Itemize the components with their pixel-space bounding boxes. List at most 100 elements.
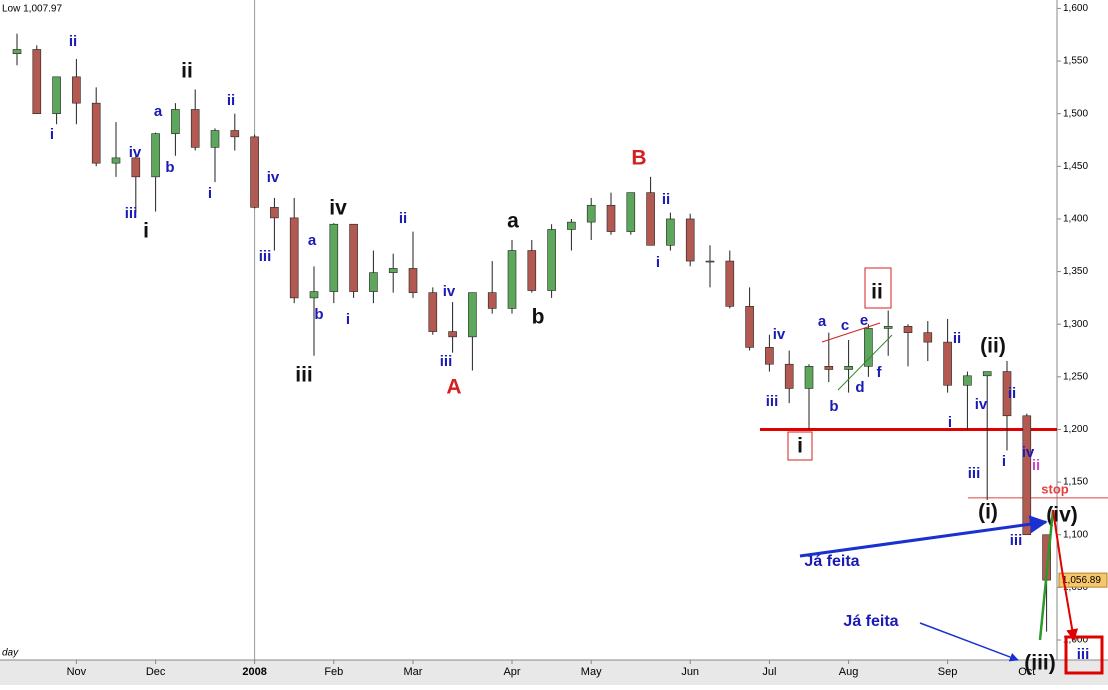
- candle-body: [468, 292, 477, 338]
- y-tick-label: 1,100: [1063, 529, 1088, 540]
- wave-label: b: [165, 159, 174, 176]
- wave-label: a: [154, 103, 163, 120]
- candle-body: [923, 332, 933, 343]
- wave-label: i: [656, 254, 660, 271]
- wave-label: i: [797, 435, 803, 458]
- wave-label: iii: [125, 205, 138, 222]
- candle-body: [606, 204, 616, 232]
- candle-body: [72, 76, 81, 104]
- wave-label: e: [860, 312, 868, 329]
- wave-label: iii: [440, 353, 453, 370]
- wave-label: i: [346, 311, 350, 328]
- wave-label: Já feita: [843, 613, 898, 630]
- wave-label: iii: [295, 364, 313, 387]
- candle-body: [388, 268, 398, 273]
- wave-label: ii: [953, 330, 961, 347]
- candle-body: [963, 375, 972, 386]
- x-tick-label: Jun: [681, 666, 699, 678]
- candle-body: [32, 49, 42, 114]
- candle-body: [408, 268, 418, 293]
- wave-label: iii: [968, 465, 981, 482]
- candle-body: [567, 221, 576, 230]
- wave-label: i: [143, 220, 149, 243]
- candle-body: [547, 229, 556, 291]
- x-tick-label: Sep: [938, 666, 958, 678]
- candle-body: [12, 49, 22, 54]
- candle-body: [507, 250, 517, 309]
- wave-label: Já feita: [804, 553, 859, 570]
- candle-body: [745, 306, 754, 348]
- candle-body: [626, 192, 636, 232]
- wave-label: ii: [1032, 457, 1040, 474]
- wave-label: ii: [399, 210, 407, 227]
- trendline: [821, 322, 881, 343]
- y-tick-label: 1,500: [1063, 108, 1088, 119]
- wave-label: ii: [181, 60, 193, 83]
- wave-label: iv: [773, 326, 786, 343]
- candle-body: [666, 218, 675, 246]
- candle-body: [91, 102, 101, 164]
- period-label: day: [2, 648, 19, 659]
- y-tick-label: 1,600: [1063, 3, 1088, 14]
- candle-body: [171, 109, 180, 134]
- price-tag: [1058, 572, 1108, 588]
- x-tick-label: 2008: [242, 666, 266, 678]
- candle-body: [52, 76, 61, 114]
- wave-label: iv: [129, 144, 142, 161]
- wave-label: i: [208, 185, 212, 202]
- x-tick-label: Dec: [146, 666, 166, 678]
- candle-body: [329, 223, 339, 292]
- candle-body: [428, 292, 438, 332]
- candle-body: [448, 331, 457, 338]
- wave-label: b: [314, 306, 323, 323]
- candle-body: [111, 157, 121, 164]
- level-label: stop: [1041, 481, 1069, 496]
- wave-label: a: [308, 232, 317, 249]
- wave-label: iv: [329, 197, 347, 220]
- arrow: [799, 515, 1048, 558]
- candle-body: [824, 366, 834, 370]
- box: [1064, 635, 1104, 675]
- candle-body: [586, 204, 596, 223]
- x-axis-band: [0, 660, 1108, 685]
- wave-label: (i): [978, 501, 998, 524]
- price-tag-label: 1,056.89: [1062, 575, 1101, 586]
- wave-label: b: [829, 398, 838, 415]
- wave-label: ii: [1008, 385, 1016, 402]
- wave-label: ii: [227, 92, 235, 109]
- candle-body: [1022, 415, 1032, 536]
- candle-body: [725, 260, 735, 307]
- x-tick-label: Mar: [404, 666, 423, 678]
- wave-label: (iii): [1024, 652, 1056, 675]
- wave-label: i: [948, 414, 952, 431]
- wave-label: A: [446, 376, 461, 399]
- wave-label: (ii): [980, 335, 1006, 358]
- y-tick-label: 1,250: [1063, 371, 1088, 382]
- wave-label: iv: [267, 169, 280, 186]
- wave-label: i: [1002, 453, 1006, 470]
- plot-area: [0, 0, 1057, 660]
- y-tick-label: 1,450: [1063, 161, 1088, 172]
- wave-label: c: [841, 317, 849, 334]
- wave-label: f: [877, 364, 883, 381]
- candle-body: [844, 366, 853, 370]
- wave-label: iv: [443, 283, 456, 300]
- wave-label: iii: [1077, 646, 1090, 663]
- wave-label: iii: [1010, 532, 1023, 549]
- candle-body: [784, 363, 794, 389]
- candle-body: [289, 217, 299, 299]
- wave-label: i: [50, 126, 54, 143]
- wave-label: ii: [662, 191, 670, 208]
- x-tick-label: Feb: [324, 666, 343, 678]
- candle-body: [487, 292, 497, 309]
- x-tick-label: Aug: [839, 666, 859, 678]
- wave-label: ii: [69, 33, 77, 50]
- candle-body: [230, 130, 240, 138]
- box: [864, 267, 892, 309]
- candle-body: [765, 347, 774, 365]
- wave-label: iii: [259, 248, 272, 265]
- candle-body: [804, 366, 814, 389]
- candle-body: [864, 328, 873, 367]
